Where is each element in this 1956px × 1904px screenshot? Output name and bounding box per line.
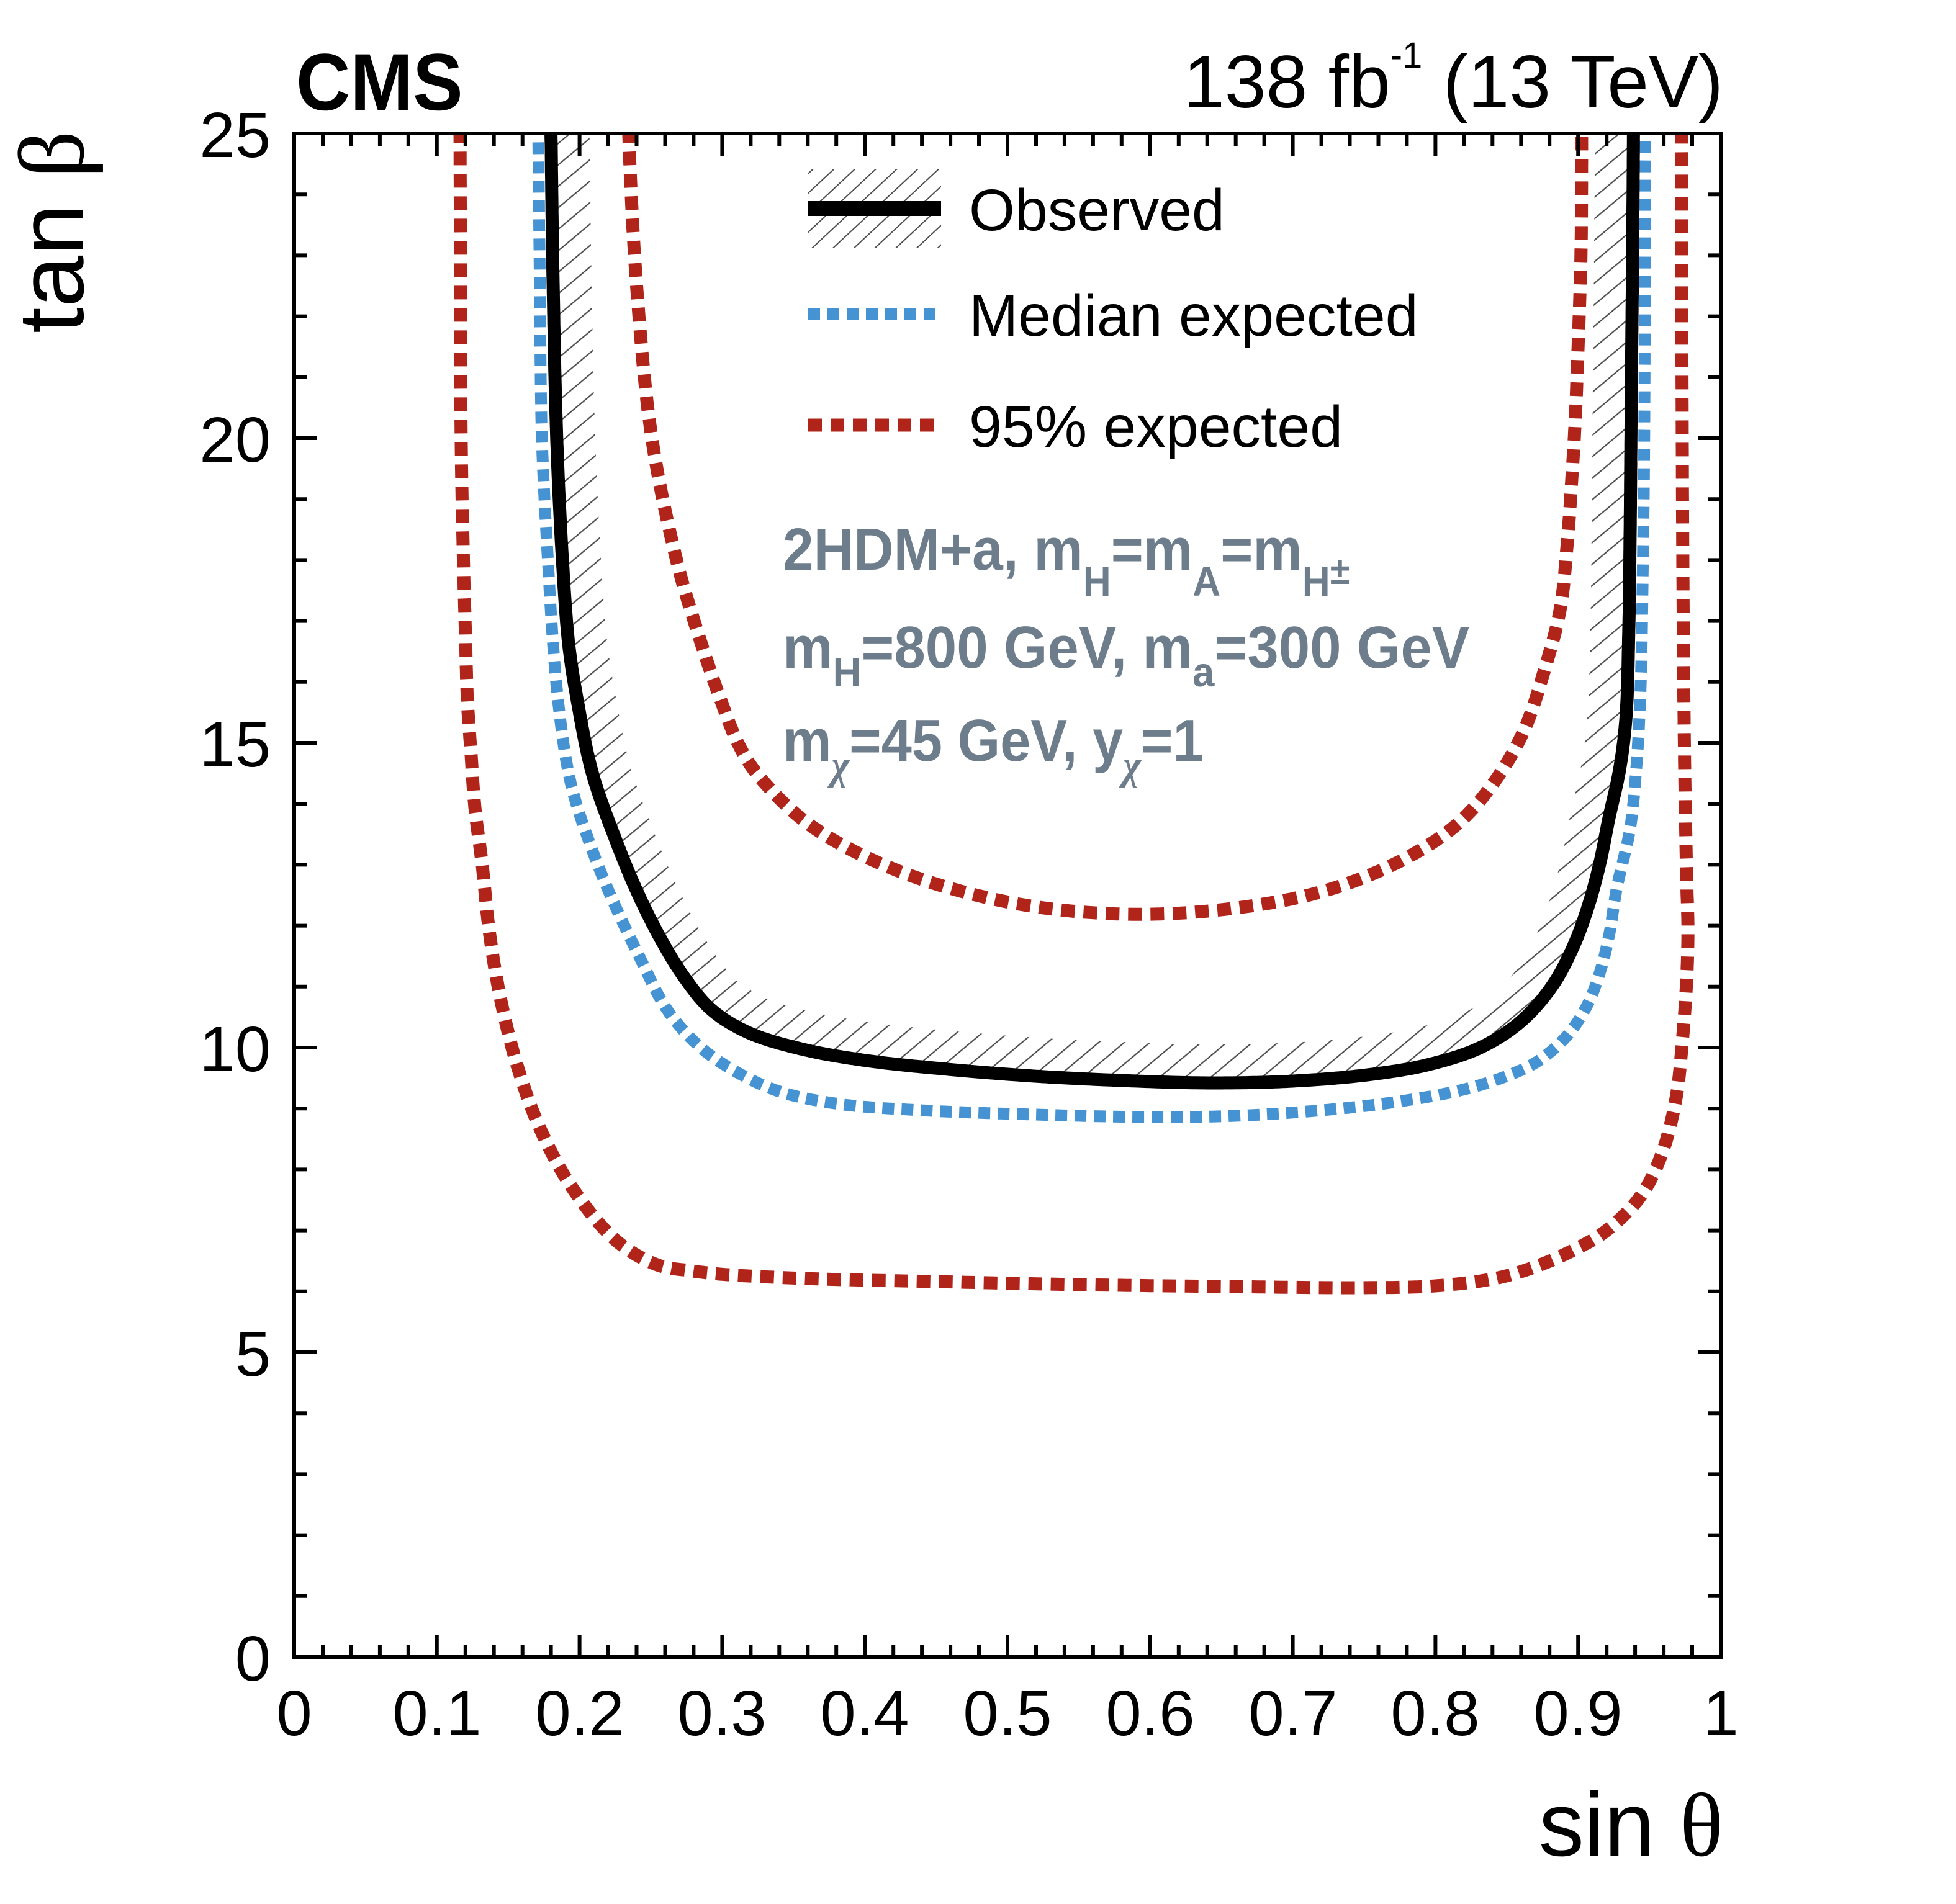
svg-text:95% expected: 95% expected — [969, 394, 1343, 460]
svg-text:0.4: 0.4 — [820, 1677, 909, 1749]
svg-text:Observed: Observed — [969, 177, 1225, 243]
svg-text:0.6: 0.6 — [1106, 1677, 1194, 1749]
svg-text:0.7: 0.7 — [1248, 1677, 1337, 1749]
svg-text:0.8: 0.8 — [1390, 1677, 1479, 1749]
svg-text:15: 15 — [199, 709, 271, 780]
svg-text:1: 1 — [1703, 1677, 1738, 1749]
svg-text:25: 25 — [199, 99, 271, 171]
svg-text:20: 20 — [199, 404, 271, 475]
svg-text:0.3: 0.3 — [677, 1677, 766, 1749]
svg-text:0.9: 0.9 — [1533, 1677, 1622, 1749]
svg-text:0: 0 — [235, 1623, 271, 1694]
svg-text:sin θ: sin θ — [1539, 1774, 1723, 1875]
svg-text:0.1: 0.1 — [392, 1677, 481, 1749]
svg-text:0.2: 0.2 — [535, 1677, 624, 1749]
svg-text:Median expected: Median expected — [969, 283, 1418, 349]
svg-text:5: 5 — [235, 1318, 271, 1390]
svg-text:tan β: tan β — [0, 130, 104, 333]
svg-text:138 fb-1 (13 TeV): 138 fb-1 (13 TeV) — [1183, 35, 1723, 123]
svg-text:mχ=45 GeV, yχ=1: mχ=45 GeV, yχ=1 — [783, 707, 1204, 789]
svg-text:0: 0 — [276, 1677, 312, 1749]
svg-text:0.5: 0.5 — [963, 1677, 1052, 1749]
svg-text:10: 10 — [199, 1013, 271, 1085]
svg-text:CMS: CMS — [296, 37, 463, 127]
